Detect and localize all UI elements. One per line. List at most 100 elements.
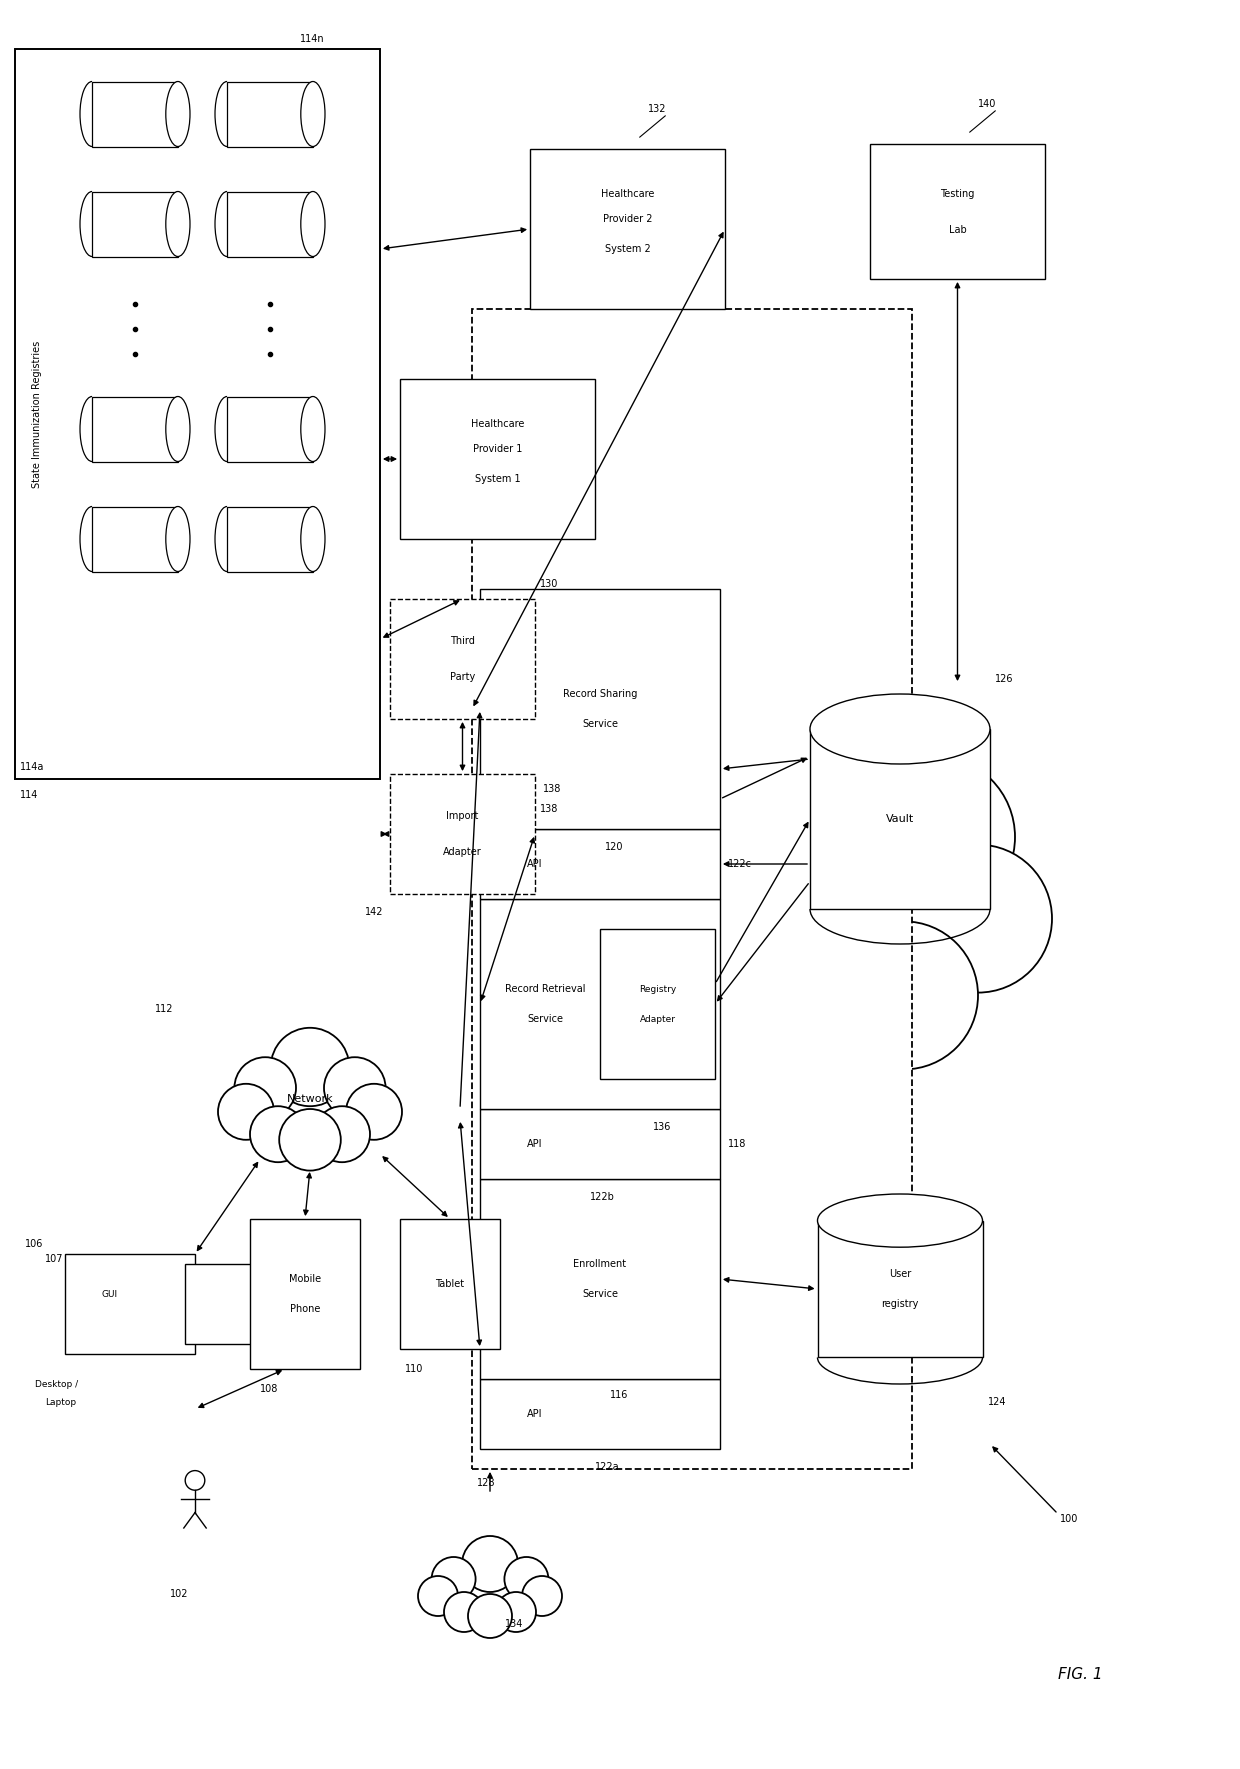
Text: 114n: 114n [300,34,325,44]
Text: 128: 128 [477,1479,496,1488]
Text: Record Sharing: Record Sharing [563,688,637,699]
Circle shape [505,1557,548,1601]
Text: 124: 124 [987,1398,1006,1406]
Text: Service: Service [527,1014,563,1024]
Circle shape [324,1058,386,1118]
Bar [15,50,379,778]
Text: Enrollment: Enrollment [573,1260,626,1268]
Text: 134: 134 [505,1619,523,1629]
Bar [227,506,312,571]
Text: API: API [527,860,543,869]
Ellipse shape [301,81,325,147]
Circle shape [418,1576,458,1617]
Bar [64,1254,195,1353]
Circle shape [250,1106,306,1162]
Text: Healthcare: Healthcare [471,419,525,430]
Text: 114a: 114a [20,762,45,771]
Bar [529,149,725,310]
Circle shape [463,1535,518,1592]
Bar [480,1178,720,1380]
Ellipse shape [817,1194,982,1247]
Text: 110: 110 [405,1364,423,1375]
Bar [92,191,177,257]
Text: Network: Network [286,1093,334,1104]
Text: 142: 142 [365,907,383,916]
Bar [480,830,720,899]
Circle shape [444,1592,484,1633]
Bar [480,899,720,1109]
Circle shape [682,922,830,1070]
Circle shape [185,1470,205,1489]
Circle shape [645,755,807,918]
Text: GUI: GUI [102,1290,118,1298]
Bar [227,81,312,147]
Bar [391,600,534,718]
Ellipse shape [301,506,325,571]
Circle shape [830,922,978,1070]
Text: Adapter: Adapter [640,1014,676,1024]
Text: Laptop: Laptop [45,1398,76,1406]
Text: Provider 1: Provider 1 [472,444,522,455]
Text: Provider 2: Provider 2 [603,214,652,225]
Bar [92,81,177,147]
Text: 122b: 122b [590,1192,615,1201]
Circle shape [314,1106,370,1162]
Text: 106: 106 [25,1238,43,1249]
Bar [227,396,312,462]
Text: 112: 112 [155,1005,174,1014]
Text: State Immunization Registries: State Immunization Registries [32,340,42,488]
Circle shape [270,1028,350,1106]
Text: 118: 118 [728,1139,746,1150]
Circle shape [852,755,1016,918]
Bar [480,1109,720,1178]
Bar [250,1219,360,1369]
Circle shape [522,1576,562,1617]
Text: System 1: System 1 [475,474,521,485]
Ellipse shape [301,191,325,257]
Text: 138: 138 [539,803,558,814]
Text: Adapter: Adapter [443,847,482,856]
Bar [391,775,534,893]
Bar [92,396,177,462]
Text: 108: 108 [260,1383,278,1394]
Text: Desktop /: Desktop / [35,1380,78,1389]
Circle shape [467,1594,512,1638]
Bar [185,1265,255,1344]
Text: API: API [527,1139,543,1150]
Bar [480,1380,720,1449]
Bar [401,1219,500,1350]
Circle shape [279,1109,341,1171]
Text: Third: Third [450,637,475,646]
Text: 120: 120 [605,842,624,853]
Text: 140: 140 [977,99,996,110]
Text: 116: 116 [610,1390,629,1399]
Text: User: User [889,1268,911,1279]
Text: 114: 114 [20,791,38,800]
Text: 136: 136 [652,1122,671,1132]
Circle shape [727,662,934,869]
Text: System 2: System 2 [605,244,650,255]
Ellipse shape [166,191,190,257]
Text: 132: 132 [647,104,666,113]
Bar [810,729,990,909]
Bar [817,1221,982,1357]
Text: Tablet: Tablet [435,1279,465,1290]
Text: 126: 126 [994,674,1013,685]
Bar [472,310,911,1468]
Ellipse shape [166,396,190,462]
Text: FIG. 1: FIG. 1 [1058,1666,1102,1682]
Bar [480,589,720,830]
Text: 107: 107 [45,1254,63,1265]
Text: Import: Import [446,810,479,821]
Text: Vault: Vault [885,814,914,824]
Text: Registry: Registry [639,985,676,994]
Bar [227,191,312,257]
Ellipse shape [810,693,990,764]
Text: API: API [527,1408,543,1419]
Text: 138: 138 [543,784,562,794]
Bar [401,379,595,540]
Text: Record Retrieval: Record Retrieval [505,984,585,994]
Text: Service: Service [582,1290,618,1298]
Bar [600,929,715,1079]
Ellipse shape [301,396,325,462]
